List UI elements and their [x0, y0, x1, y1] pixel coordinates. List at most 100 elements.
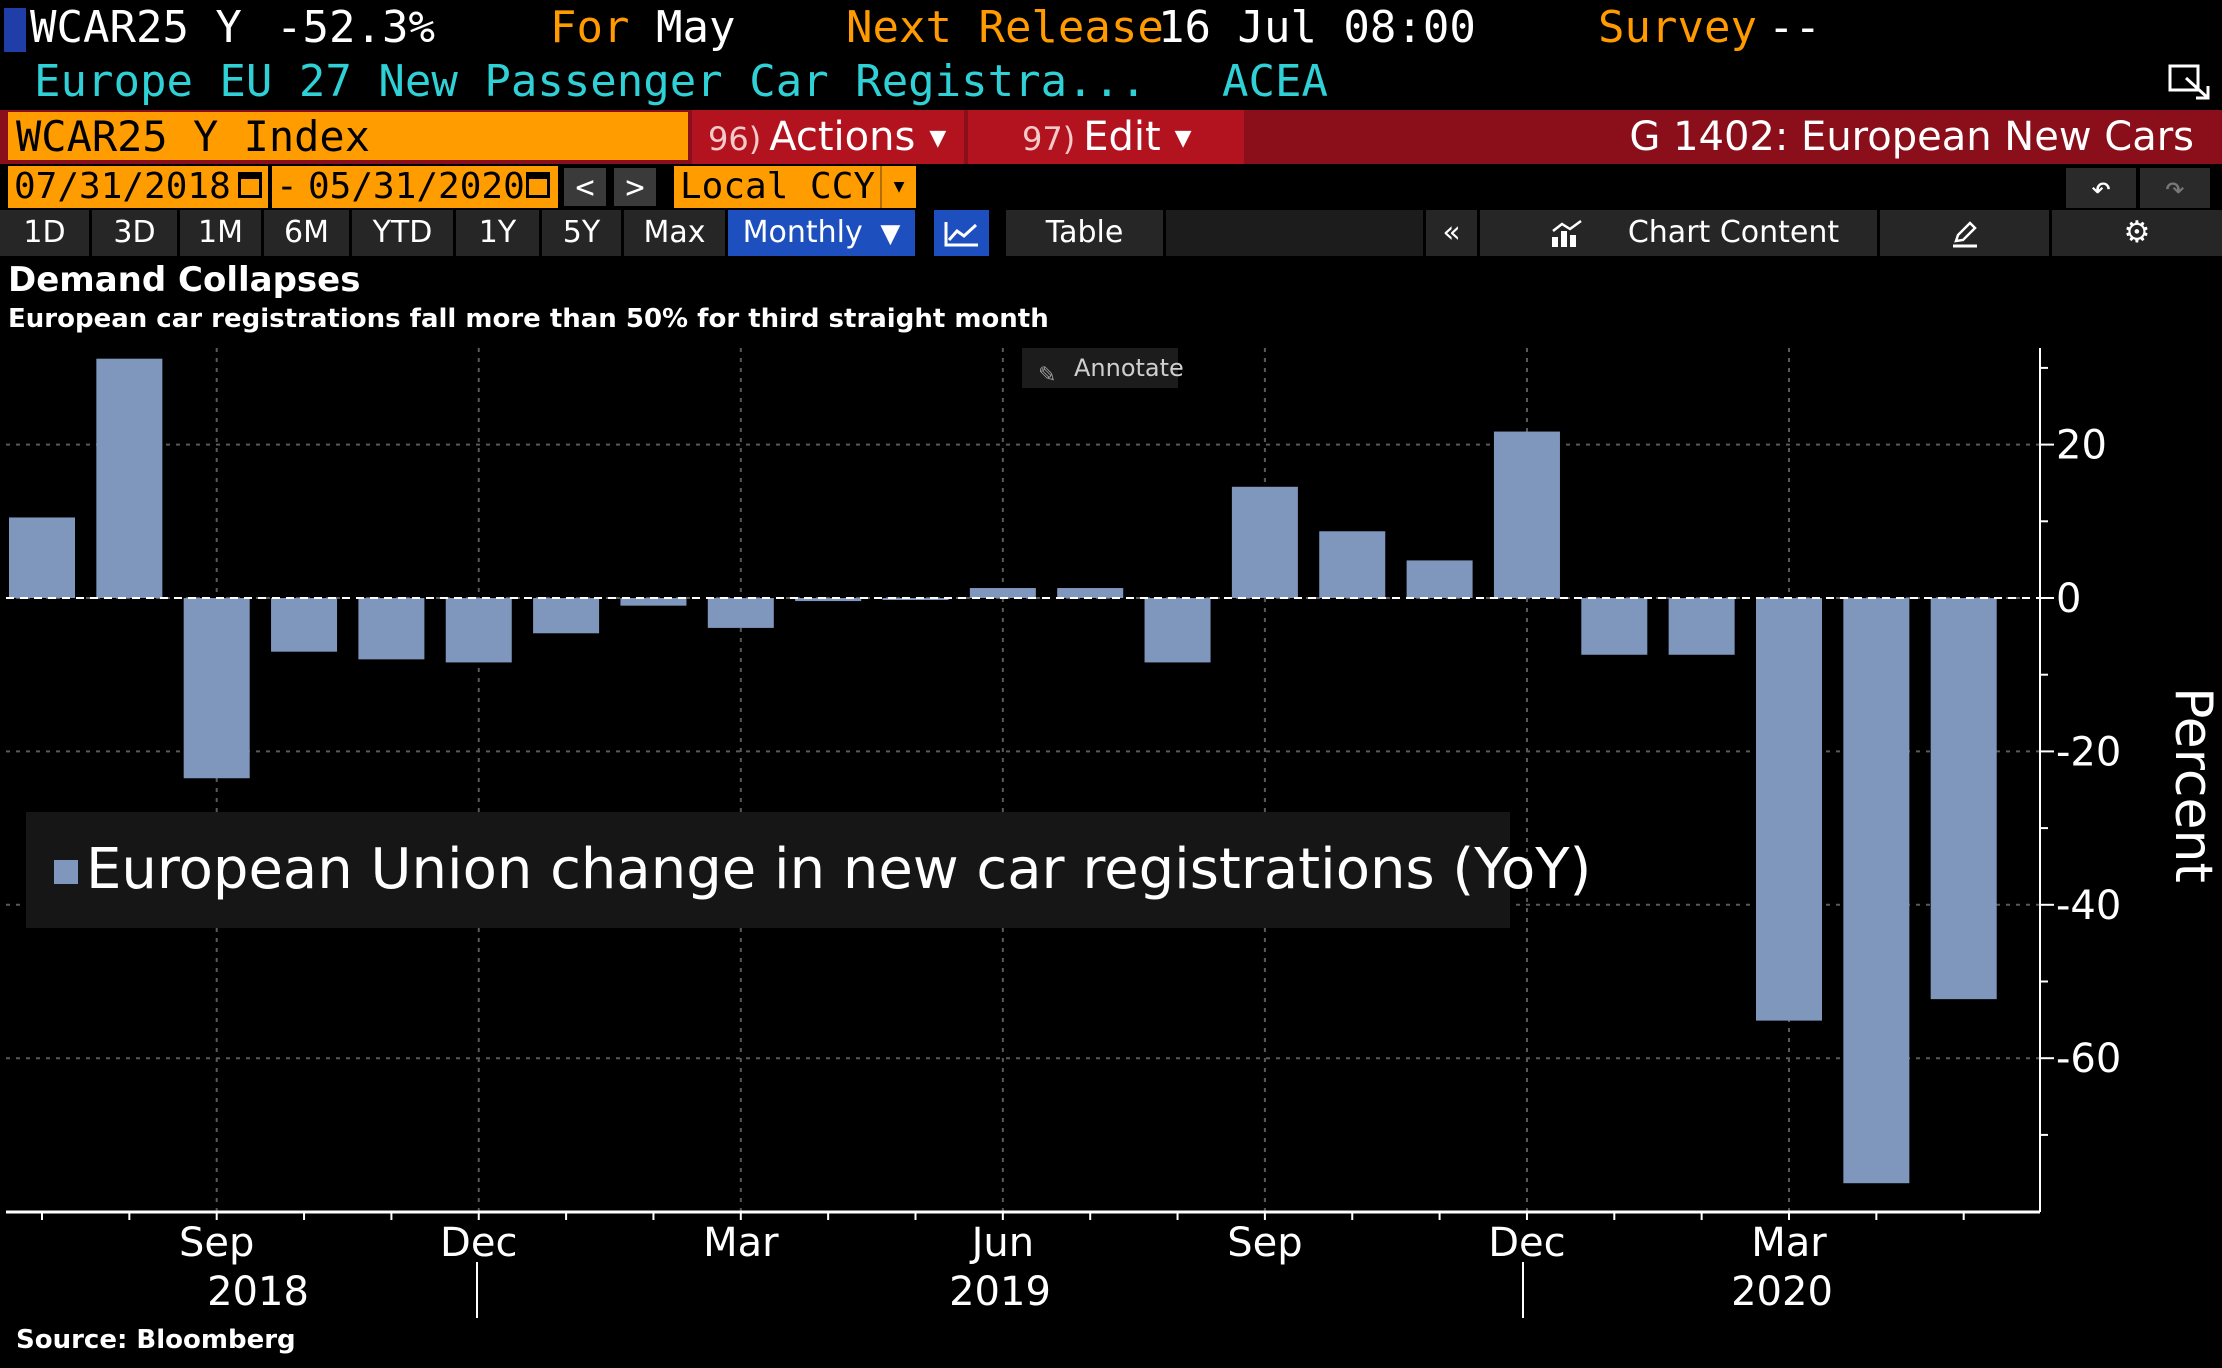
calendar-icon[interactable] — [526, 172, 550, 198]
currency-select[interactable]: Local CCY — [674, 166, 880, 208]
chart-title: Demand Collapses — [8, 260, 361, 300]
x-year-label: 2018 — [207, 1269, 309, 1315]
x-tick-label: Sep — [1227, 1220, 1302, 1266]
security-header: WCAR25 Y -52.3% For May Next Release 16 … — [0, 0, 2222, 56]
line-chart-icon[interactable] — [934, 210, 992, 256]
bar-may-2019 — [882, 598, 949, 600]
collapse-button[interactable]: « — [1426, 210, 1480, 256]
edit-number: 97) — [1022, 120, 1076, 158]
range-5y[interactable]: 5Y — [542, 210, 624, 256]
command-bar: WCAR25 Y Index 96) Actions ▼ 97) Edit ▼ G 14… — [0, 110, 2222, 164]
actions-label: Actions — [769, 114, 916, 160]
x-year-label: 2020 — [1731, 1269, 1833, 1315]
chart-subtitle: European car registrations fall more tha… — [8, 304, 1049, 334]
chevron-down-icon[interactable]: ▼ — [880, 166, 916, 208]
bar-dec-2018 — [445, 598, 512, 663]
x-tick-label: Dec — [440, 1220, 517, 1266]
bar-nov-2019 — [1406, 560, 1473, 598]
edit-chart-icon[interactable] — [1880, 210, 2052, 256]
page-title: G 1402: European New Cars — [1629, 114, 2194, 160]
x-tick-label: Dec — [1488, 1220, 1565, 1266]
range-ytd[interactable]: YTD — [352, 210, 456, 256]
start-date-field[interactable]: 07/31/2018 — [8, 166, 268, 208]
bar-aug-2018 — [96, 358, 163, 598]
redo-icon[interactable]: ↷ — [2140, 168, 2210, 208]
y-tick-label: -20 — [2056, 729, 2121, 775]
bar-oct-2018 — [271, 598, 338, 652]
range-6m[interactable]: 6M — [264, 210, 352, 256]
period-value: Monthly — [742, 215, 863, 250]
bar-apr-2020 — [1843, 598, 1910, 1184]
range-toolbar: 1D 3D 1M 6M YTD 1Y 5Y Max Monthly ▼ Tabl… — [0, 210, 2222, 256]
bar-jul-2018 — [9, 517, 75, 598]
legend-swatch — [54, 860, 78, 884]
bar-feb-2020 — [1668, 598, 1735, 655]
range-1y[interactable]: 1Y — [456, 210, 542, 256]
calendar-icon[interactable] — [238, 172, 262, 198]
bar-chart: 20 0 -20 -40 -60 Sep Dec Mar Jun Sep Dec Mar 2018 201… — [6, 348, 2222, 1318]
bar-jul-2019 — [1057, 588, 1124, 598]
date-separator: - — [272, 166, 302, 208]
security-input[interactable]: WCAR25 Y Index — [8, 112, 688, 161]
bar-jan-2020 — [1581, 598, 1648, 655]
pencil-icon: ✎ — [1038, 363, 1057, 388]
range-1m[interactable]: 1M — [180, 210, 264, 256]
bar-chart-icon — [1550, 210, 1584, 256]
bar-mar-2019 — [707, 598, 774, 628]
gear-icon[interactable]: ⚙ — [2052, 210, 2222, 256]
change-value: -52.3% — [276, 2, 435, 53]
toolbar-spacer — [1166, 210, 1426, 256]
bar-apr-2019 — [795, 598, 862, 602]
y-tick-label: -40 — [2056, 883, 2121, 929]
y-tick-label: -60 — [2056, 1036, 2121, 1082]
undo-icon[interactable]: ↶ — [2066, 168, 2136, 208]
chart-content-button[interactable]: Chart Content — [1480, 210, 1880, 256]
edit-label: Edit — [1083, 114, 1161, 160]
selection-marker — [4, 8, 26, 52]
security-description: Europe EU 27 New Passenger Car Registra.… — [34, 56, 1147, 107]
date-range-row: 07/31/2018 - 05/31/2020 < > Local CCY ▼ … — [0, 166, 2222, 210]
x-tick-label: Sep — [179, 1220, 254, 1266]
for-label: For — [550, 2, 630, 53]
start-date-value: 07/31/2018 — [14, 166, 231, 207]
chevron-down-icon: ▼ — [1174, 126, 1192, 151]
range-max[interactable]: Max — [624, 210, 728, 256]
prev-period-button[interactable]: < — [564, 168, 606, 206]
table-button[interactable]: Table — [1006, 210, 1166, 256]
bar-sep-2018 — [183, 598, 250, 779]
bar-may-2020 — [1930, 598, 1997, 1000]
actions-menu[interactable]: 96) Actions ▼ — [692, 110, 964, 164]
legend-label: European Union change in new car registr… — [86, 837, 1592, 902]
bar-jan-2019 — [533, 598, 600, 634]
range-1d[interactable]: 1D — [0, 210, 92, 256]
chart-legend: European Union change in new car registr… — [26, 812, 1591, 928]
x-tick-label: Jun — [969, 1220, 1035, 1266]
y-tick-label: 20 — [2056, 423, 2107, 469]
next-period-button[interactable]: > — [614, 168, 656, 206]
popout-icon[interactable] — [2166, 62, 2214, 104]
y-tick-label: 0 — [2056, 576, 2081, 622]
chevron-down-icon: ▼ — [880, 219, 901, 249]
period-select[interactable]: Monthly ▼ — [728, 210, 918, 256]
annotate-label: Annotate — [1074, 354, 1184, 382]
bar-sep-2019 — [1231, 486, 1298, 598]
edit-menu[interactable]: 97) Edit ▼ — [968, 110, 1244, 164]
range-3d[interactable]: 3D — [92, 210, 180, 256]
bar-dec-2019 — [1493, 431, 1560, 598]
bar-jun-2019 — [969, 588, 1036, 598]
survey-value: -- — [1768, 2, 1821, 53]
annotate-button[interactable]: ✎ Annotate — [1022, 348, 1184, 388]
chart-source: Source: Bloomberg — [16, 1325, 296, 1355]
bar-aug-2019 — [1144, 598, 1211, 663]
ticker-label: WCAR25 Y — [30, 2, 242, 53]
bar-oct-2019 — [1319, 531, 1386, 598]
y-axis-title: Percent — [2163, 687, 2222, 883]
source-org: ACEA — [1222, 56, 1328, 107]
chart-content-label: Chart Content — [1627, 215, 1840, 250]
end-date-field[interactable]: 05/31/2020 — [302, 166, 558, 208]
end-date-value: 05/31/2020 — [308, 166, 525, 207]
bar-mar-2020 — [1756, 598, 1822, 1021]
next-release-label: Next Release — [846, 2, 1164, 53]
x-tick-label: Mar — [703, 1220, 779, 1266]
bar-feb-2019 — [620, 598, 687, 606]
